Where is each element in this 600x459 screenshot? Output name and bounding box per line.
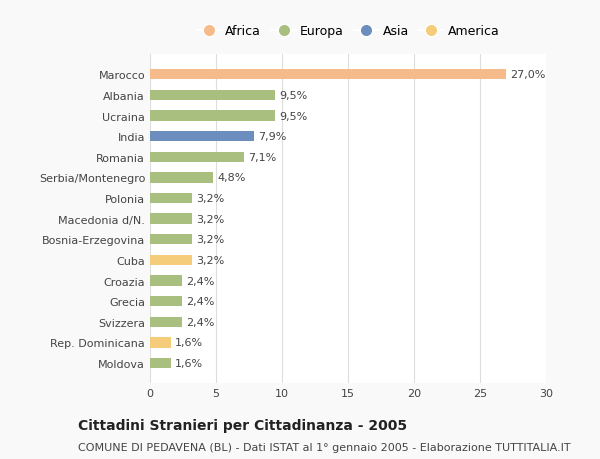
Bar [150, 132, 254, 142]
Bar [150, 111, 275, 122]
Legend: Africa, Europa, Asia, America: Africa, Europa, Asia, America [197, 25, 499, 38]
Text: 3,2%: 3,2% [196, 214, 224, 224]
Text: COMUNE DI PEDAVENA (BL) - Dati ISTAT al 1° gennaio 2005 - Elaborazione TUTTITALI: COMUNE DI PEDAVENA (BL) - Dati ISTAT al … [78, 442, 571, 452]
Text: 27,0%: 27,0% [511, 70, 546, 80]
Text: 1,6%: 1,6% [175, 338, 203, 347]
Bar [150, 193, 192, 204]
Text: 3,2%: 3,2% [196, 235, 224, 245]
Bar [150, 297, 182, 307]
Bar [150, 317, 182, 327]
Text: 7,9%: 7,9% [258, 132, 287, 142]
Text: 2,4%: 2,4% [185, 317, 214, 327]
Text: 9,5%: 9,5% [280, 111, 308, 121]
Bar [150, 235, 192, 245]
Bar [150, 70, 506, 80]
Text: 3,2%: 3,2% [196, 255, 224, 265]
Bar [150, 337, 171, 348]
Bar [150, 358, 171, 368]
Text: 7,1%: 7,1% [248, 152, 276, 162]
Bar [150, 90, 275, 101]
Text: 4,8%: 4,8% [217, 173, 245, 183]
Bar [150, 255, 192, 265]
Bar [150, 173, 214, 183]
Text: 2,4%: 2,4% [185, 276, 214, 286]
Text: 1,6%: 1,6% [175, 358, 203, 368]
Bar [150, 214, 192, 224]
Bar [150, 152, 244, 162]
Text: 9,5%: 9,5% [280, 91, 308, 101]
Bar [150, 276, 182, 286]
Text: 3,2%: 3,2% [196, 194, 224, 204]
Text: Cittadini Stranieri per Cittadinanza - 2005: Cittadini Stranieri per Cittadinanza - 2… [78, 418, 407, 432]
Text: 2,4%: 2,4% [185, 297, 214, 307]
